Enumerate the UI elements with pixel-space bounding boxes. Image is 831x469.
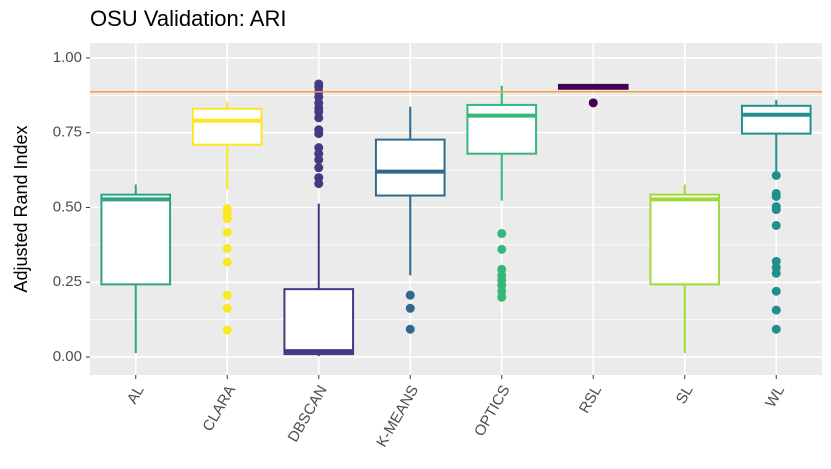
box (374, 138, 446, 197)
outlier (771, 171, 781, 181)
x-tick-label: DBSCAN (285, 382, 331, 445)
outlier (771, 286, 781, 296)
outlier (314, 155, 324, 165)
box (740, 104, 812, 135)
x-tick-label: SL (673, 382, 697, 406)
x-tick-label: AL (124, 382, 148, 406)
outlier (588, 98, 598, 108)
outlier (314, 113, 324, 123)
box (466, 103, 538, 155)
outlier (222, 325, 232, 335)
outlier (222, 303, 232, 313)
outlier (222, 290, 232, 300)
outlier (314, 163, 324, 173)
x-tick-label: WL (762, 382, 788, 410)
x-tick-label: CLARA (199, 382, 239, 434)
outlier (405, 324, 415, 334)
x-tick-label: OPTICS (471, 382, 514, 439)
outlier (771, 324, 781, 334)
outlier (405, 290, 415, 300)
x-tick-label: RSL (576, 382, 605, 416)
outlier (314, 179, 324, 189)
outlier (771, 305, 781, 315)
outlier (497, 229, 507, 239)
y-axis-label: Adjusted Rand Index (11, 125, 31, 292)
box (100, 193, 172, 286)
y-tick-label: 0.00 (53, 348, 82, 365)
box (649, 193, 721, 286)
chart-title: OSU Validation: ARI (90, 6, 286, 31)
outlier (222, 214, 232, 224)
y-tick-label: 1.00 (53, 49, 82, 66)
outlier (771, 268, 781, 278)
outlier (314, 129, 324, 139)
box (283, 288, 355, 356)
outlier (405, 303, 415, 313)
x-tick-label: K-MEANS (373, 382, 422, 450)
outlier (771, 220, 781, 230)
y-tick-label: 0.75 (53, 124, 82, 141)
outlier (771, 205, 781, 215)
outlier (222, 243, 232, 253)
outlier (222, 257, 232, 267)
outlier (222, 227, 232, 237)
y-tick-label: 0.50 (53, 198, 82, 215)
y-tick-label: 0.25 (53, 273, 82, 290)
outlier (497, 244, 507, 254)
outlier (771, 191, 781, 201)
outlier (497, 292, 507, 302)
box (191, 107, 263, 146)
